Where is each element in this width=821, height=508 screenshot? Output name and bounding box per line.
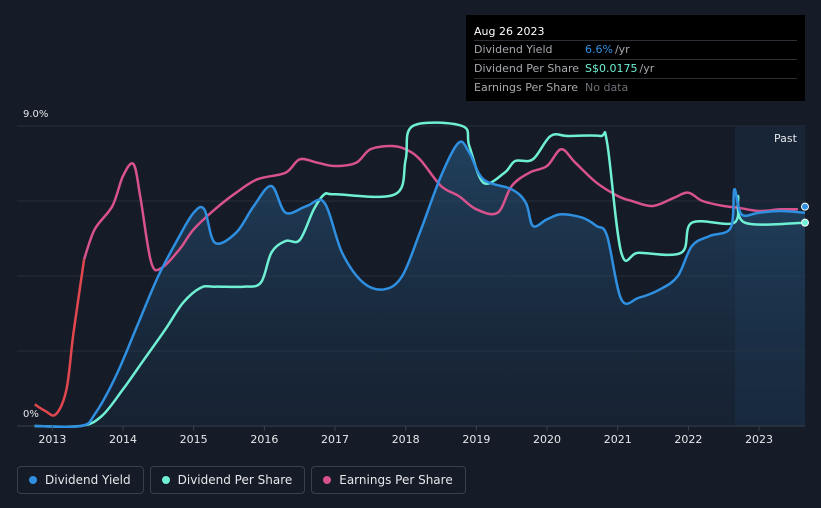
- tooltip-label: Earnings Per Share: [474, 81, 579, 94]
- legend-dot-icon: [323, 476, 332, 484]
- tooltip-value: 6.6%: [585, 43, 613, 56]
- legend-item-dividend-per-share[interactable]: Dividend Per Share: [149, 466, 306, 494]
- y-axis-max-label: 9.0%: [23, 109, 49, 120]
- tooltip-value: No data: [585, 81, 629, 94]
- legend-label: Dividend Yield: [45, 473, 131, 487]
- dividend-yield-area: [34, 141, 805, 427]
- x-tick-label: 2014: [109, 433, 137, 446]
- tooltip-date: Aug 26 2023: [474, 25, 545, 38]
- legend-dot-icon: [161, 476, 170, 484]
- x-tick-label: 2015: [180, 433, 208, 446]
- dividend-per-share-line: [34, 121, 806, 428]
- dividend-yield-line: [34, 140, 806, 429]
- tooltip: Aug 26 2023 Dividend Yield 6.6% /yr Divi…: [466, 15, 805, 101]
- tooltip-row-dividend-yield: Dividend Yield 6.6% /yr: [474, 40, 797, 59]
- dividend-per-share-end-dot: [801, 218, 809, 227]
- x-tick-label: 2017: [321, 433, 349, 446]
- tooltip-unit: /yr: [614, 43, 630, 56]
- tooltip-label: Dividend Per Share: [474, 62, 580, 75]
- y-axis-min-label: 0%: [23, 409, 39, 420]
- x-axis: 2013 2014 2015 2016 2017 2018 2019 2020 2021 2022…: [38, 426, 773, 446]
- tooltip-row-earnings-per-share: Earnings Per Share No data: [474, 78, 797, 97]
- legend-item-dividend-yield[interactable]: Dividend Yield: [17, 466, 144, 494]
- tooltip-row-dividend-per-share: Dividend Per Share S$0.0175 /yr: [474, 59, 797, 78]
- tooltip-value: S$0.0175: [585, 62, 638, 75]
- legend-dot-icon: [29, 476, 37, 484]
- x-tick-label: 2019: [462, 433, 490, 446]
- legend-item-earnings-per-share[interactable]: Earnings Per Share: [311, 466, 466, 494]
- tooltip-unit: /yr: [639, 62, 655, 75]
- legend-label: Dividend Per Share: [177, 473, 293, 487]
- x-tick-label: 2018: [392, 433, 420, 446]
- legend: Dividend Yield Dividend Per Share Earnin…: [17, 466, 466, 494]
- x-tick-label: 2013: [38, 433, 66, 446]
- past-label: Past: [774, 132, 797, 145]
- legend-label: Earnings Per Share: [339, 473, 453, 487]
- tooltip-label: Dividend Yield: [474, 43, 553, 56]
- x-tick-label: 2016: [250, 433, 278, 446]
- x-tick-label: 2020: [533, 433, 561, 446]
- x-tick-label: 2022: [674, 433, 702, 446]
- x-tick-label: 2023: [745, 433, 773, 446]
- dividend-yield-end-dot: [801, 202, 809, 211]
- x-tick-label: 2021: [604, 433, 632, 446]
- earnings-per-share-negative-line: [34, 259, 86, 417]
